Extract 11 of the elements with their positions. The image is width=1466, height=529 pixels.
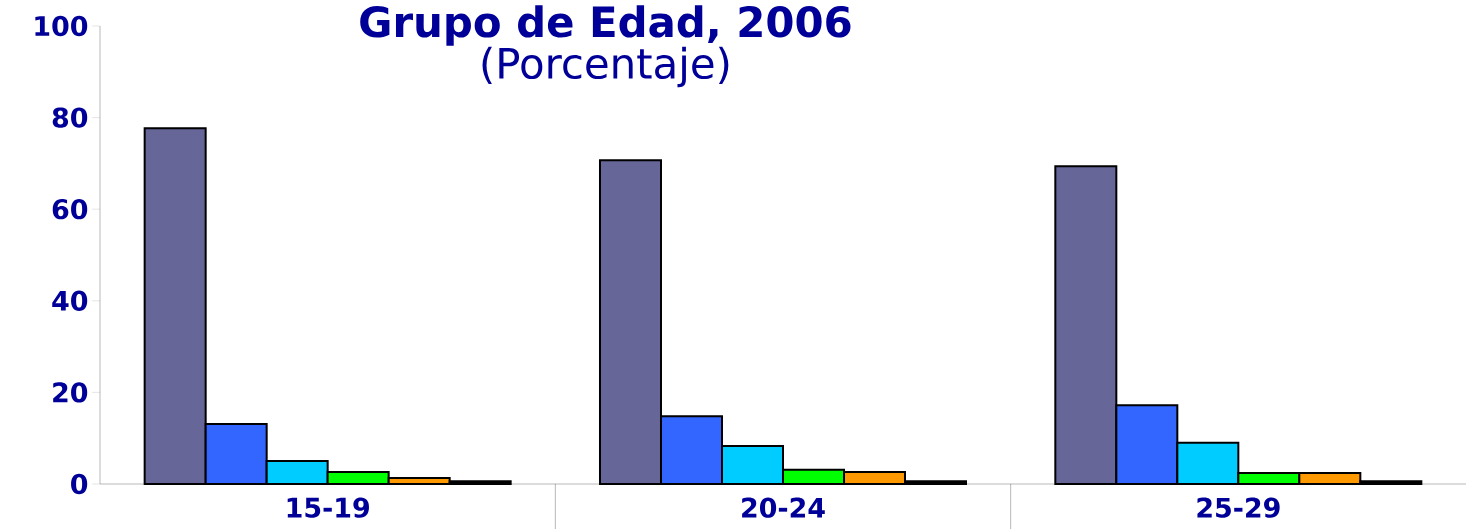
y-tick-label: 80 [52, 107, 88, 128]
y-tick-label: 60 [52, 199, 88, 220]
y-tick-label: 0 [71, 473, 88, 495]
y-tick-label: 20 [53, 382, 88, 403]
x-tick-label: 15-19 [287, 497, 369, 518]
y-tick-label: 40 [52, 290, 88, 311]
chart-title: Grupo de Edad, 2006 [360, 5, 851, 46]
y-tick-label: 100 [35, 15, 88, 37]
x-tick-label: 25-29 [1197, 497, 1280, 518]
chart-subtitle: (Porcentaje) [482, 46, 729, 88]
x-tick-label: 20-24 [742, 497, 825, 518]
